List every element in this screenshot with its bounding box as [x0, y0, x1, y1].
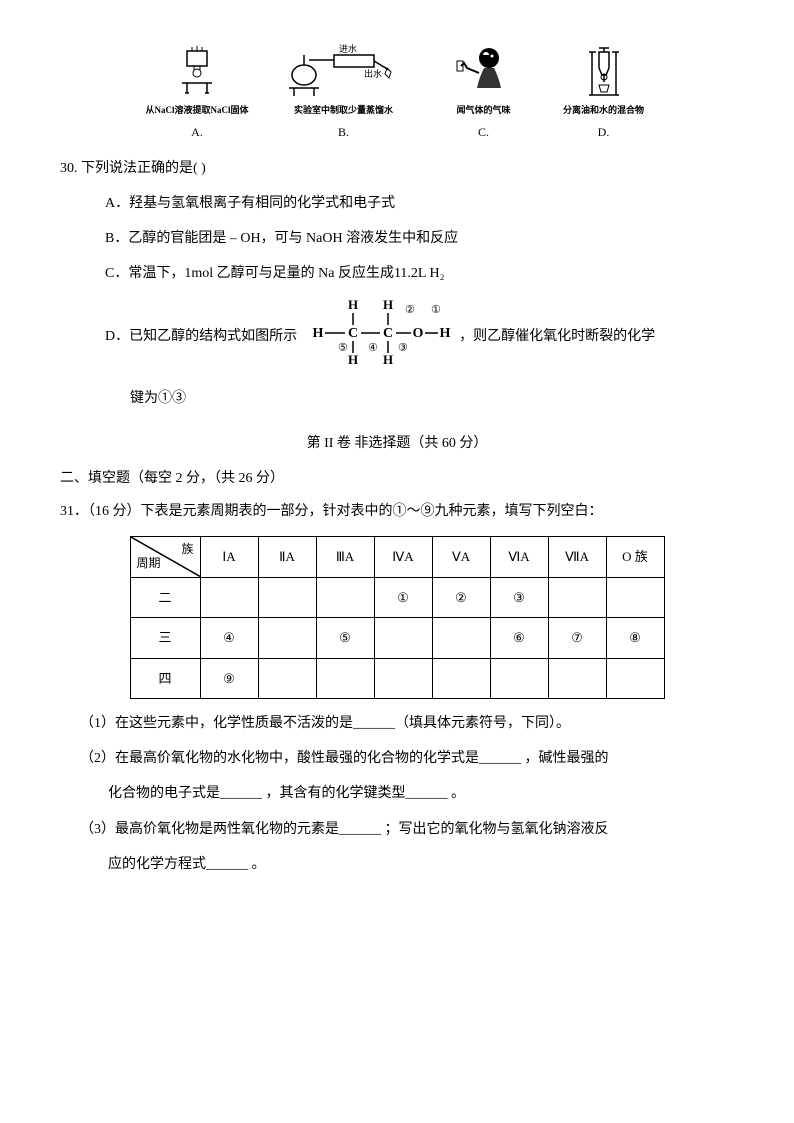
cell — [606, 577, 664, 617]
q31-stem: 31．（16 分）下表是元素周期表的一部分，针对表中的①～⑨九种元素，填写下列空… — [60, 499, 734, 524]
header-3a: ⅢA — [316, 537, 374, 577]
figure-b: 进水 出水 实验室中制取少量蒸馏水 B. — [279, 40, 409, 144]
cell — [432, 618, 490, 658]
q30-d-post: ，则乙醇催化氧化时断裂的化学 — [459, 324, 655, 349]
table-header-row: 族 周期 ⅠA ⅡA ⅢA ⅣA ⅤA ⅥA ⅦA O 族 — [130, 537, 664, 577]
q31-sub2b: 化合物的电子式是______ ，其含有的化学键类型______ 。 — [108, 781, 734, 806]
figure-b-label: B. — [338, 122, 349, 144]
q30-d-pre: D．已知乙醇的结构式如图所示 — [105, 324, 297, 349]
q30-option-d: D．已知乙醇的结构式如图所示 H H ② ① H C C O H H H ⑤ ④… — [105, 297, 734, 376]
cell — [548, 658, 606, 698]
figure-a-label: A. — [191, 122, 203, 144]
q30-option-a: A．羟基与氢氧根离子有相同的化学式和电子式 — [105, 191, 734, 216]
q30-d-cont: 键为①③ — [130, 386, 734, 411]
cell — [258, 658, 316, 698]
figure-d-caption: 分离油和水的混合物 — [563, 102, 644, 118]
svg-text:①: ① — [431, 304, 441, 316]
q30-option-c: C．常温下，1mol 乙醇可与足量的 Na 反应生成11.2L H₂ — [105, 261, 734, 286]
cell: ③ — [490, 577, 548, 617]
svg-text:④: ④ — [368, 342, 378, 354]
cell — [374, 618, 432, 658]
cell: ② — [432, 577, 490, 617]
ethanol-structure-diagram: H H ② ① H C C O H H H ⑤ ④ ③ — [303, 297, 453, 376]
figure-c-label: C. — [478, 122, 489, 144]
cell — [374, 658, 432, 698]
fill-blank-header: 二、填空题（每空 2 分，（共 26 分） — [60, 466, 734, 491]
cell: ⑦ — [548, 618, 606, 658]
outlet-label: 出水 — [364, 68, 382, 79]
section-2-title: 第 II 卷 非选择题（共 60 分） — [60, 431, 734, 456]
svg-text:③: ③ — [398, 342, 408, 354]
figure-b-image: 进水 出水 — [279, 40, 409, 100]
q30-stem: 30. 下列说法正确的是( ) — [60, 156, 734, 181]
svg-text:H: H — [348, 352, 358, 367]
inlet-label: 进水 — [339, 43, 357, 54]
header-2a: ⅡA — [258, 537, 316, 577]
cell — [490, 658, 548, 698]
cell: ⑤ — [316, 618, 374, 658]
figure-b-caption: 实验室中制取少量蒸馏水 — [294, 102, 393, 118]
figure-c-image — [439, 40, 529, 100]
table-row: 二 ① ② ③ — [130, 577, 664, 617]
cell — [316, 577, 374, 617]
q31-sub1: （1）在这些元素中，化学性质最不活泼的是______（填具体元素符号，下同）。 — [80, 711, 734, 736]
svg-text:C: C — [348, 326, 358, 341]
cell: ⑥ — [490, 618, 548, 658]
cell — [258, 618, 316, 658]
q31-sub3b: 应的化学方程式______ 。 — [108, 852, 734, 877]
diagonal-header-cell: 族 周期 — [130, 537, 200, 577]
q30-option-b: B．乙醇的官能团是 – OH，可与 NaOH 溶液发生中和反应 — [105, 226, 734, 251]
q31-sub2a: （2）在最高价氧化物的水化物中，酸性最强的化合物的化学式是______ ，碱性最… — [80, 746, 734, 771]
figure-d-image — [559, 40, 649, 100]
figure-c: 闻气体的气味 C. — [439, 40, 529, 144]
cell — [200, 577, 258, 617]
period-3: 三 — [130, 618, 200, 658]
cell — [606, 658, 664, 698]
figure-a-caption: 从NaCl溶液提取NaCl固体 — [146, 102, 249, 118]
svg-text:H: H — [440, 326, 451, 341]
cell: ⑧ — [606, 618, 664, 658]
period-2: 二 — [130, 577, 200, 617]
diag-bottom-label: 周期 — [137, 553, 161, 575]
svg-text:②: ② — [405, 304, 415, 316]
table-row: 三 ④ ⑤ ⑥ ⑦ ⑧ — [130, 618, 664, 658]
experiment-figures-row: 从NaCl溶液提取NaCl固体 A. 进水 出水 实验室中制取少量蒸馏水 B. — [60, 40, 734, 144]
header-4a: ⅣA — [374, 537, 432, 577]
header-6a: ⅥA — [490, 537, 548, 577]
cell — [432, 658, 490, 698]
table-row: 四 ⑨ — [130, 658, 664, 698]
period-4: 四 — [130, 658, 200, 698]
figure-a: 从NaCl溶液提取NaCl固体 A. — [146, 40, 249, 144]
svg-text:H: H — [383, 352, 393, 367]
figure-c-caption: 闻气体的气味 — [456, 102, 510, 118]
header-0: O 族 — [606, 537, 664, 577]
svg-text:O: O — [413, 326, 424, 341]
cell — [316, 658, 374, 698]
header-5a: ⅤA — [432, 537, 490, 577]
svg-text:⑤: ⑤ — [338, 342, 348, 354]
cell — [258, 577, 316, 617]
figure-d: 分离油和水的混合物 D. — [559, 40, 649, 144]
svg-text:H: H — [383, 297, 393, 312]
figure-a-image — [152, 40, 242, 100]
cell — [548, 577, 606, 617]
header-1a: ⅠA — [200, 537, 258, 577]
cell: ① — [374, 577, 432, 617]
svg-text:H: H — [348, 297, 358, 312]
q31-sub3a: （3）最高价氧化物是两性氧化物的元素是______ ；写出它的氧化物与氢氧化钠溶… — [80, 817, 734, 842]
header-7a: ⅦA — [548, 537, 606, 577]
svg-text:H: H — [313, 326, 324, 341]
cell: ④ — [200, 618, 258, 658]
periodic-table: 族 周期 ⅠA ⅡA ⅢA ⅣA ⅤA ⅥA ⅦA O 族 二 ① ② ③ 三 … — [130, 536, 665, 699]
svg-text:C: C — [383, 326, 393, 341]
cell: ⑨ — [200, 658, 258, 698]
figure-d-label: D. — [598, 122, 610, 144]
diag-top-label: 族 — [181, 539, 193, 561]
